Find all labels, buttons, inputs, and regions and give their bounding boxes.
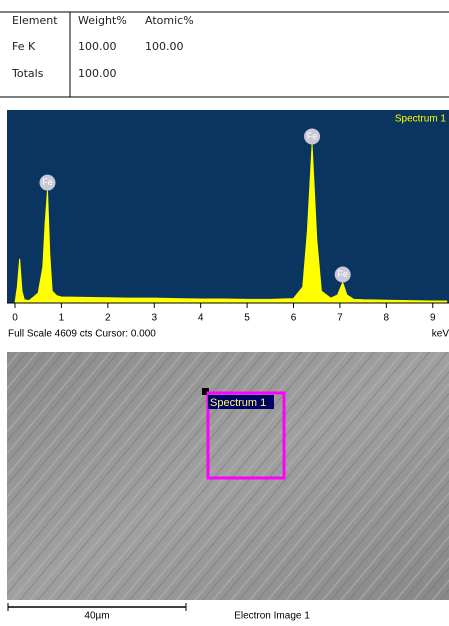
table-header: Atomic%: [145, 14, 194, 27]
x-tick-label: 6: [291, 313, 297, 324]
x-tick-label: 5: [244, 313, 250, 324]
x-tick-label: 7: [337, 313, 343, 324]
spectrum: 0 1 2 3 4 5 6 7 8 9 Fe Fe Fe: [7, 110, 449, 324]
peak-label: Fe: [307, 131, 318, 141]
table-cell: 100.00: [78, 67, 117, 80]
x-tick-label: 0: [12, 313, 18, 324]
spectrum-box: [206, 391, 286, 480]
x-unit: keV: [432, 329, 449, 340]
table-header: Weight%: [78, 14, 127, 27]
plot-background: [7, 110, 449, 303]
x-tick-label: 1: [59, 313, 65, 324]
table-header: Element: [12, 14, 58, 27]
spectrum-title: Spectrum 1: [395, 114, 447, 125]
marker: [202, 388, 209, 395]
x-tick-label: 9: [430, 313, 436, 324]
sem-texture: [7, 352, 449, 600]
x-tick-label: 4: [198, 313, 204, 324]
label-bg: [208, 395, 274, 409]
table-cell: Totals: [11, 67, 44, 80]
x-tick-label: 8: [384, 313, 390, 324]
peak-marker: [39, 174, 56, 191]
peak-marker: [334, 266, 351, 283]
peak-label: Fe: [42, 177, 53, 187]
peak-label: Fe: [337, 269, 348, 279]
image-caption: Electron Image 1: [234, 611, 310, 621]
table-cell: 100.00: [145, 40, 184, 53]
x-tick-label: 3: [151, 313, 157, 324]
x-tick-label: 2: [105, 313, 111, 324]
scale-label: 40µm: [84, 611, 109, 621]
table-cell: 100.00: [78, 40, 117, 53]
table-cell: Fe K: [12, 40, 36, 53]
spectrum-label: Spectrum 1: [210, 397, 266, 409]
peak-marker: [304, 128, 321, 145]
spectrum-area: [14, 144, 448, 304]
status-text: Full Scale 4609 cts Cursor: 0.000: [8, 329, 156, 340]
